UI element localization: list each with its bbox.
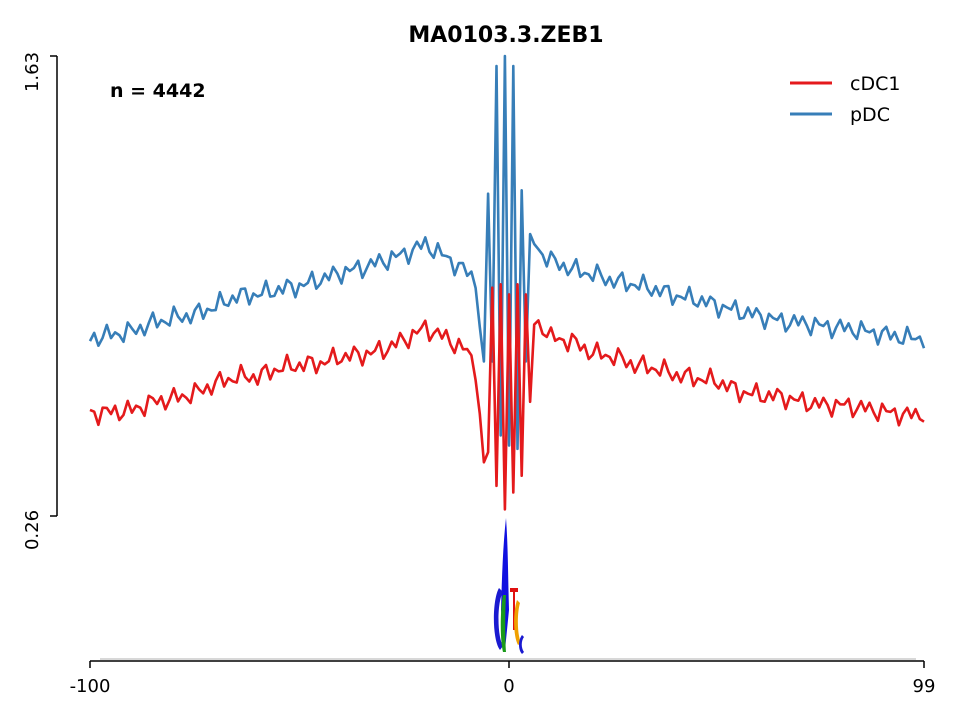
motif-letter-t-red xyxy=(510,588,518,630)
legend-label-cdc1: cDC1 xyxy=(850,73,900,95)
series-line-pdc xyxy=(88,54,926,451)
motif-letter-g-orange xyxy=(514,600,521,645)
motif-letter-g-green xyxy=(500,595,506,652)
legend: cDC1 pDC xyxy=(790,73,900,126)
series-line-cdc1 xyxy=(89,282,925,511)
legend-label-pdc: pDC xyxy=(850,104,890,126)
x-tick-label-center: 0 xyxy=(503,676,514,697)
x-tick-label-left: -100 xyxy=(70,676,111,697)
y-tick-label-top: 1.63 xyxy=(22,52,43,92)
series-layer xyxy=(88,54,926,511)
x-tick-label-right: 99 xyxy=(913,676,936,697)
chart-title: MA0103.3.ZEB1 xyxy=(408,23,603,48)
motif-letter-c-small xyxy=(519,635,524,654)
motif-logo xyxy=(100,518,916,660)
motif-letter-c-blue xyxy=(493,588,503,650)
count-annotation: n = 4442 xyxy=(110,80,206,102)
y-tick-label-bottom: 0.26 xyxy=(22,510,43,550)
